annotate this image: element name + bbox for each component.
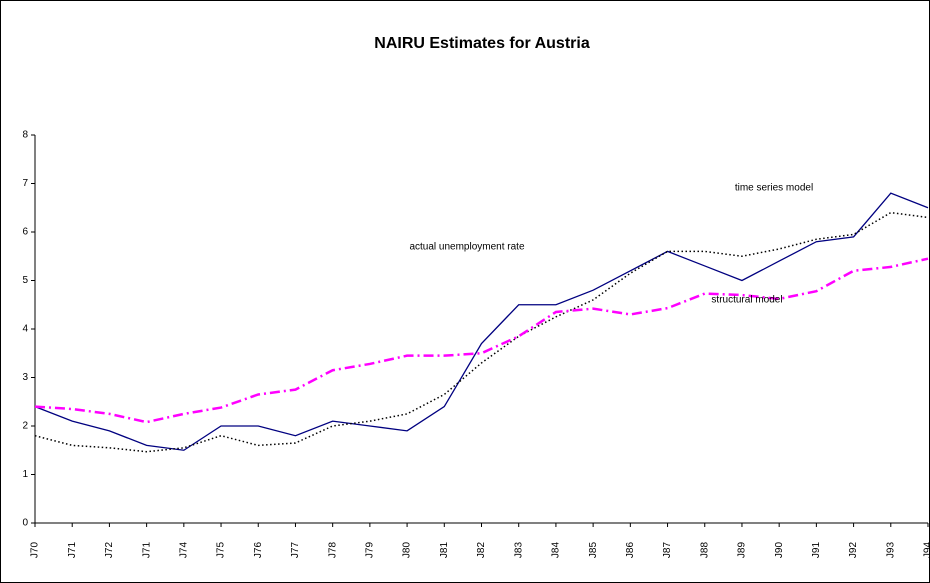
y-tick-label: 4 [22, 324, 28, 335]
x-tick-label: J72 [104, 542, 115, 559]
y-tick-label: 6 [22, 227, 28, 238]
y-tick-label: 3 [22, 372, 28, 383]
x-tick-label: J86 [625, 542, 636, 559]
x-tick-label: J91 [811, 542, 822, 559]
series-label: time series model [735, 183, 813, 194]
x-tick-label: J74 [178, 542, 189, 559]
x-tick-label: J94 [923, 542, 930, 559]
x-tick-label: J84 [551, 542, 562, 559]
x-tick-label: J93 [885, 542, 896, 559]
x-tick-label: J75 [216, 542, 227, 559]
y-tick-label: 7 [22, 178, 28, 189]
x-tick-label: J70 [30, 542, 41, 559]
y-tick-label: 0 [22, 518, 28, 529]
y-tick-label: 2 [22, 421, 28, 432]
x-tick-label: J85 [588, 542, 599, 559]
series-line [34, 211, 929, 453]
x-tick-label: J90 [774, 542, 785, 559]
x-tick-label: J79 [365, 542, 376, 559]
x-tick-label: J88 [699, 542, 710, 559]
y-tick-label: 1 [22, 469, 28, 480]
series-label: actual unemployment rate [409, 242, 525, 253]
x-tick-label: J77 [290, 542, 301, 559]
x-tick-label: J87 [662, 542, 673, 559]
y-tick-label: 8 [22, 130, 28, 141]
x-tick-label: J78 [327, 542, 338, 559]
series-label: structural model [711, 295, 782, 306]
x-tick-label: J76 [253, 542, 264, 559]
x-tick-label: J81 [439, 542, 450, 559]
series-line [34, 192, 929, 451]
x-tick-label: J82 [476, 542, 487, 559]
x-tick-label: J83 [513, 542, 524, 559]
x-tick-label: J89 [737, 542, 748, 559]
x-tick-label: J71 [67, 542, 78, 559]
x-tick-label: J92 [848, 542, 859, 559]
y-tick-label: 5 [22, 275, 28, 286]
chart-title: NAIRU Estimates for Austria [374, 35, 590, 52]
x-tick-label: J80 [402, 542, 413, 559]
x-tick-label: J71 [141, 542, 152, 559]
